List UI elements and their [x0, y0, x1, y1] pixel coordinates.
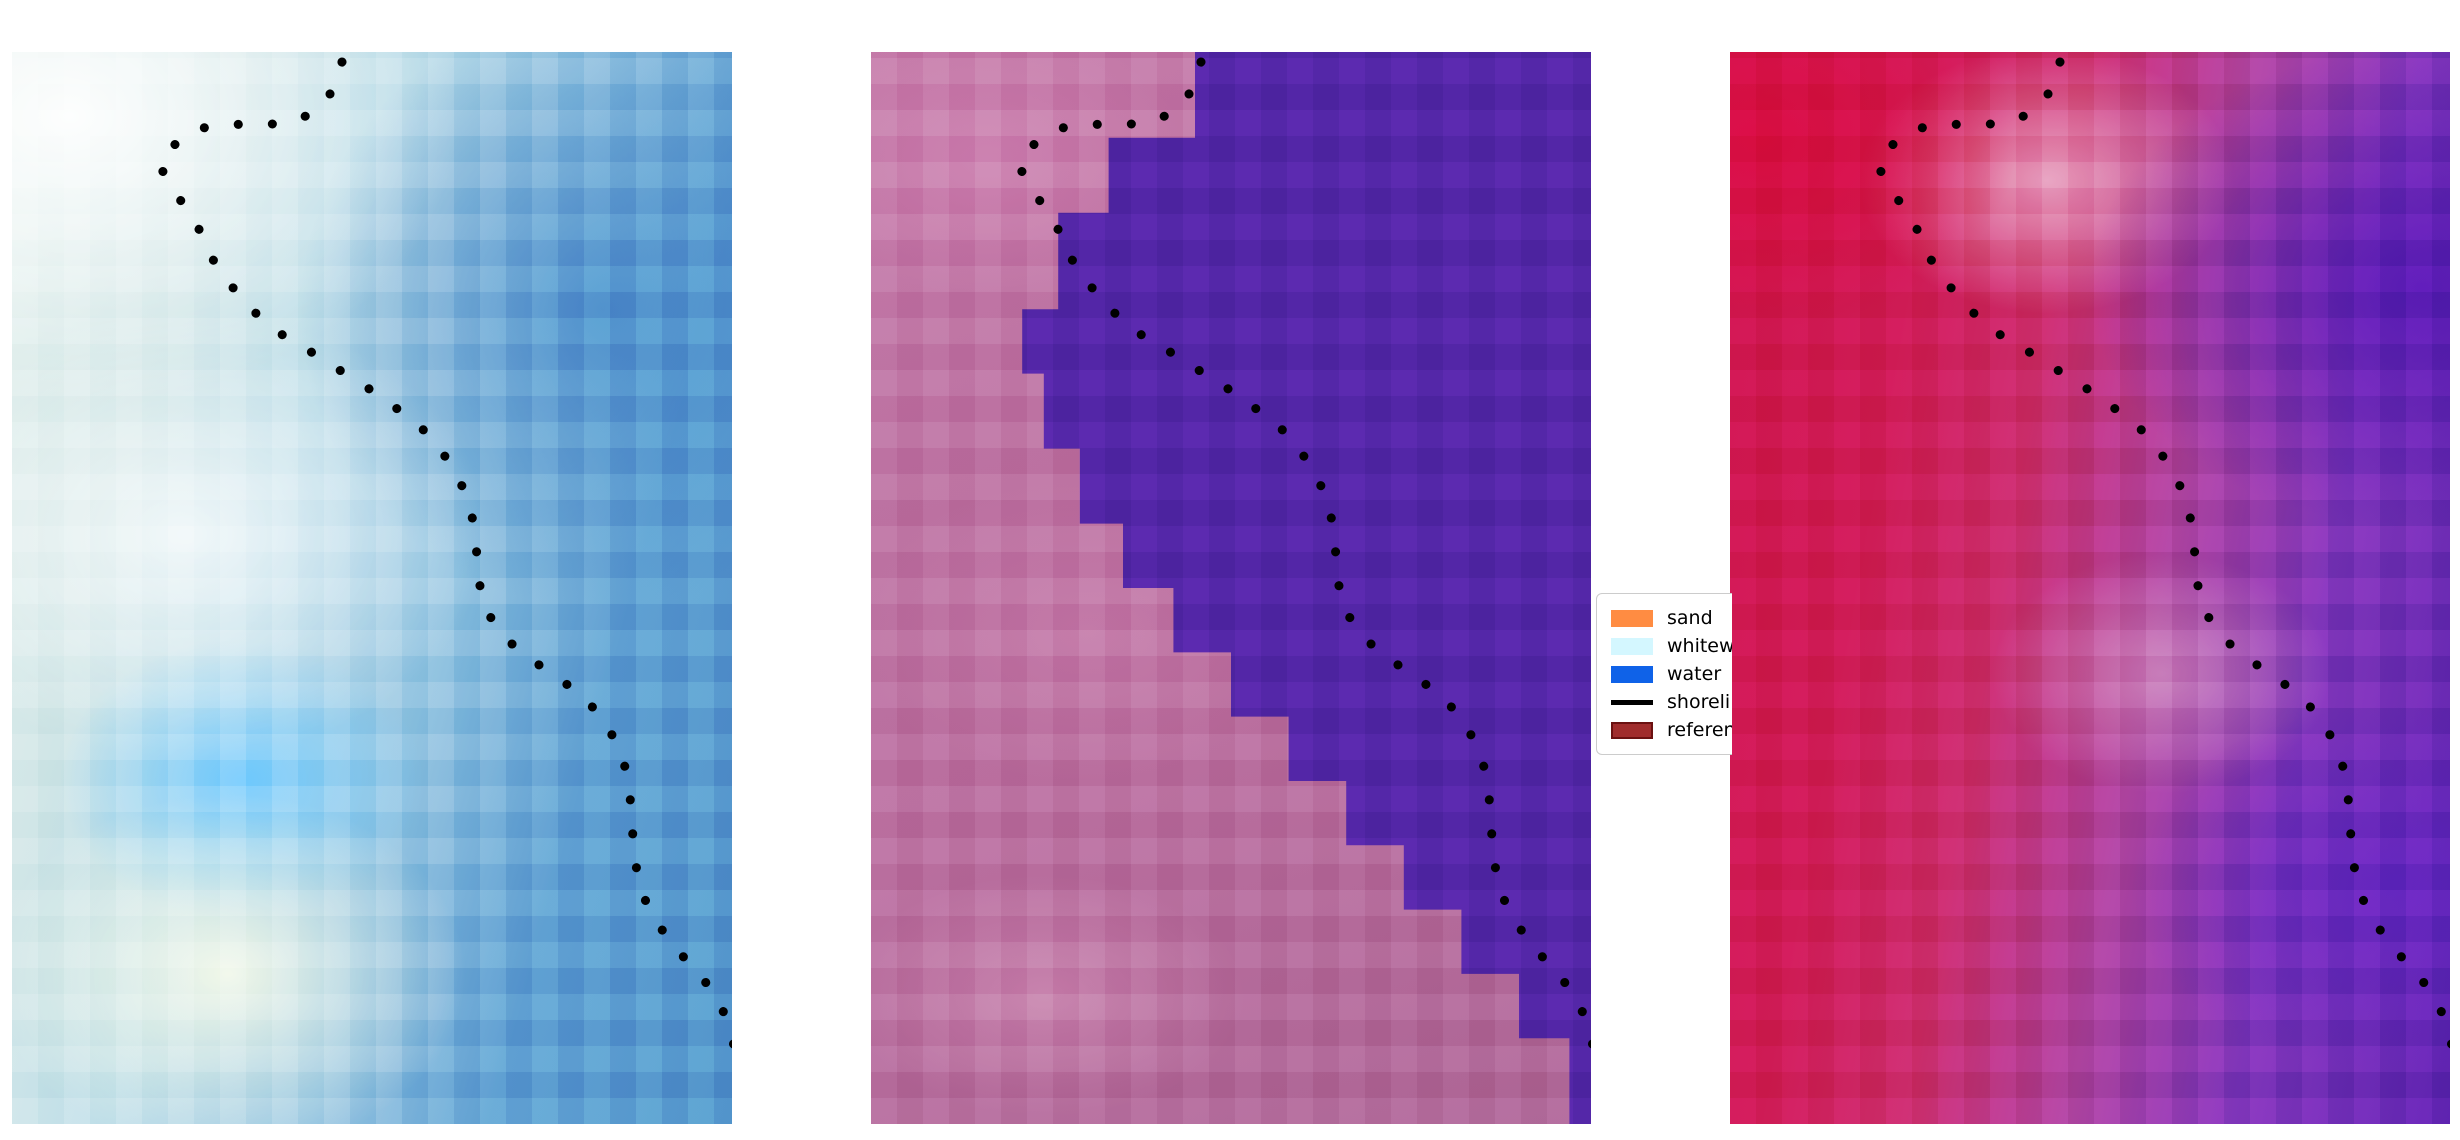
panel-l5[interactable]: L5 [1730, 52, 2450, 1124]
panel-2-pixel-grain [871, 52, 1591, 1124]
legend-label-reference: referen [1667, 719, 1732, 741]
sand-color-swatch [1611, 609, 1653, 627]
legend-item-sand[interactable]: sand [1609, 604, 1732, 632]
whitewater-swatch-cell [1609, 632, 1655, 660]
legend-item-shoreline[interactable]: shoreli [1609, 688, 1732, 716]
shoreline-swatch-cell [1609, 688, 1655, 716]
sand-swatch-cell [1609, 604, 1655, 632]
water-color-swatch [1611, 665, 1653, 683]
whitewater-color-swatch [1611, 637, 1653, 655]
reference-swatch-cell [1609, 716, 1655, 744]
water-swatch-cell [1609, 660, 1655, 688]
legend-label-sand: sand [1667, 607, 1713, 629]
panel-1991-05-26-09-28-46[interactable]: 1991-05-26-09-28-46 [871, 52, 1591, 1124]
legend-label-whitewater: whitew [1667, 635, 1732, 657]
shoreline-line-swatch [1611, 699, 1653, 705]
legend-item-whitewater[interactable]: whitew [1609, 632, 1732, 660]
panel-3-pixel-grain [1730, 52, 2450, 1124]
legend-label-shoreline: shoreli [1667, 691, 1731, 713]
legend-clip-region: sand whitew water shoreli [1590, 586, 1732, 762]
reference-color-swatch [1611, 721, 1653, 739]
panel-sar2281[interactable]: sar2281 [12, 52, 732, 1124]
legend-item-water[interactable]: water [1609, 660, 1732, 688]
panel-1-pixel-grain [12, 52, 732, 1124]
legend-item-reference[interactable]: referen [1609, 716, 1732, 744]
legend-label-water: water [1667, 663, 1722, 685]
legend[interactable]: sand whitew water shoreli [1596, 593, 1732, 755]
